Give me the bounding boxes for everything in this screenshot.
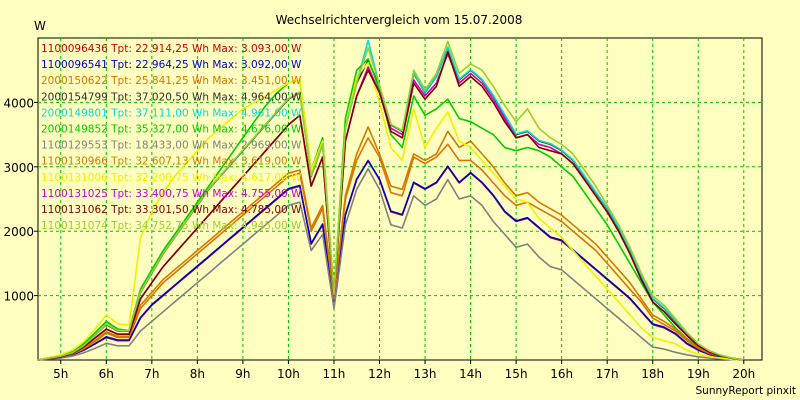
series-line-1100131006 bbox=[37, 61, 744, 361]
series-lines bbox=[37, 39, 744, 361]
x-tick-label: 19h bbox=[687, 367, 710, 381]
legend-entry-1100096436: 1100096436 Tpt: 22.914,25 Wh Max: 3.093,… bbox=[41, 43, 302, 55]
x-tick-label: 6h bbox=[99, 367, 114, 381]
legend: 1100096436 Tpt: 22.914,25 Wh Max: 3.093,… bbox=[41, 43, 302, 232]
series-line-1100131074 bbox=[37, 40, 744, 361]
legend-entry-1100130966: 1100130966 Tpt: 32.607,13 Wh Max: 3.619,… bbox=[41, 156, 302, 168]
y-tick-label: 3000 bbox=[3, 161, 34, 175]
x-tick-label: 8h bbox=[190, 367, 205, 381]
legend-entry-2000149801: 2000149801 Tpt: 37.111,00 Wh Max: 4.961,… bbox=[41, 107, 302, 119]
series-line-1100131062 bbox=[37, 50, 744, 361]
y-axis-ticks: 1000 2000 3000 4000 bbox=[3, 96, 38, 304]
y-tick-label: 2000 bbox=[3, 225, 34, 239]
x-tick-label: 11h bbox=[323, 367, 346, 381]
series-line-1100129553 bbox=[37, 168, 744, 361]
x-tick-label: 18h bbox=[641, 367, 664, 381]
legend-entry-2000154799: 2000154799 Tpt: 37.020,50 Wh Max: 4.964,… bbox=[41, 91, 302, 103]
series-line-1100130966 bbox=[37, 126, 744, 361]
x-axis-ticks: 5h 6h 7h 8h 9h 10h 11h 12h 13h 14h 15h 16h 17h 18h 19h… bbox=[53, 360, 755, 381]
y-axis-unit-label: W bbox=[34, 19, 46, 33]
x-tick-label: 16h bbox=[550, 367, 573, 381]
legend-entry-2000149852: 2000149852 Tpt: 35.327,00 Wh Max: 4.676,… bbox=[41, 124, 302, 136]
footer-credit: SunnyReport pinxit bbox=[696, 385, 796, 397]
legend-entry-1100131062: 1100131062 Tpt: 33.301,50 Wh Max: 4.785,… bbox=[41, 204, 302, 216]
x-tick-label: 15h bbox=[505, 367, 528, 381]
x-tick-label: 7h bbox=[144, 367, 159, 381]
series-line-2000150622 bbox=[37, 137, 744, 361]
legend-entry-1100131006: 1100131006 Tpt: 32.200,75 Wh Max: 4.617,… bbox=[41, 172, 302, 184]
x-tick-label: 14h bbox=[459, 367, 482, 381]
series-line-1100096541 bbox=[37, 160, 744, 361]
y-tick-label: 1000 bbox=[3, 290, 34, 304]
grid-lines bbox=[38, 38, 762, 360]
legend-entry-1100131074: 1100131074 Tpt: 34.752,75 Wh Max: 4.945,… bbox=[41, 220, 302, 232]
legend-entry-1100096541: 1100096541 Tpt: 22.964,25 Wh Max: 3.092,… bbox=[41, 59, 302, 71]
legend-entry-1100129553: 1100129553 Tpt: 18.433,00 Wh Max: 2.969,… bbox=[41, 140, 302, 152]
x-tick-label: 17h bbox=[596, 367, 619, 381]
x-tick-label: 20h bbox=[732, 367, 755, 381]
chart-title: Wechselrichtervergleich vom 15.07.2008 bbox=[276, 13, 523, 27]
legend-entry-1100131025: 1100131025 Tpt: 33.400,75 Wh Max: 4.755,… bbox=[41, 188, 302, 200]
x-tick-label: 12h bbox=[368, 367, 391, 381]
x-tick-label: 5h bbox=[53, 367, 68, 381]
series-line-2000149852 bbox=[37, 58, 744, 361]
x-tick-label: 13h bbox=[414, 367, 437, 381]
x-tick-label: 9h bbox=[235, 367, 250, 381]
x-tick-label: 10h bbox=[277, 367, 300, 381]
y-tick-label: 4000 bbox=[3, 96, 34, 110]
legend-entry-2000150622: 2000150622 Tpt: 25.841,25 Wh Max: 3.451,… bbox=[41, 75, 302, 87]
